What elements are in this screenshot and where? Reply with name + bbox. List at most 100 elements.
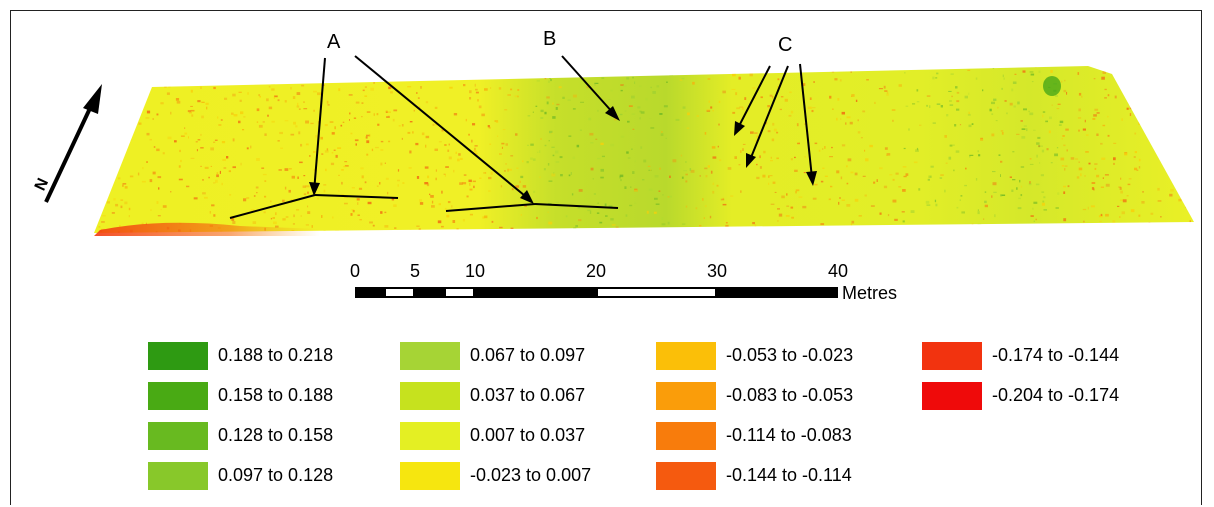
strip-texture — [326, 148, 329, 151]
strip-texture — [1026, 226, 1030, 229]
strip-texture — [703, 217, 705, 219]
strip-texture — [803, 172, 806, 174]
strip-texture — [359, 219, 362, 221]
strip-texture — [409, 121, 413, 123]
annotation-b-label: B — [543, 28, 556, 50]
strip-texture — [731, 88, 736, 90]
strip-texture — [624, 110, 627, 112]
strip-texture — [850, 171, 854, 174]
strip-texture — [264, 133, 267, 136]
strip-texture — [587, 209, 592, 212]
strip-texture — [634, 202, 637, 205]
strip-texture — [228, 170, 231, 173]
strip-texture — [324, 150, 329, 153]
legend-label: 0.128 to 0.158 — [218, 425, 334, 445]
strip-texture — [303, 175, 306, 177]
strip-texture — [263, 211, 266, 214]
strip-texture — [1028, 229, 1030, 232]
strip-texture — [631, 148, 633, 150]
strip-texture — [794, 156, 796, 159]
strip-texture — [884, 147, 888, 150]
strip-texture — [1104, 174, 1109, 176]
strip-texture — [1081, 95, 1083, 98]
strip-texture — [256, 192, 258, 194]
strip-texture — [549, 76, 551, 79]
strip-texture — [932, 76, 935, 80]
strip-texture — [807, 106, 812, 109]
strip-texture — [547, 211, 549, 213]
strip-texture — [1148, 222, 1151, 224]
strip-texture — [1033, 220, 1035, 222]
strip-texture — [1178, 144, 1183, 147]
strip-texture — [288, 189, 291, 193]
strip-texture — [386, 116, 390, 118]
strip-texture — [1057, 103, 1061, 105]
strip-texture — [482, 216, 485, 219]
strip-texture — [387, 191, 389, 195]
strip-texture — [390, 91, 393, 94]
strip-texture — [510, 155, 514, 157]
strip-texture — [784, 98, 788, 102]
strip-texture — [330, 162, 335, 166]
strip-texture — [220, 119, 223, 121]
strip-texture — [317, 197, 319, 200]
strip-texture — [315, 135, 319, 138]
strip-texture — [344, 165, 349, 167]
strip-texture — [1091, 182, 1096, 184]
strip-texture — [444, 207, 447, 210]
strip-texture — [351, 187, 355, 189]
strip-texture — [558, 86, 562, 89]
strip-texture — [1054, 153, 1058, 157]
strip-texture — [246, 83, 249, 85]
strip-texture — [780, 96, 784, 98]
strip-texture — [1016, 133, 1020, 135]
strip-texture — [472, 180, 476, 183]
strip-texture — [894, 218, 898, 221]
strip-texture — [1141, 201, 1145, 204]
strip-texture — [122, 97, 125, 100]
strip-texture — [762, 174, 766, 178]
strip-texture — [1150, 66, 1153, 68]
strip-texture — [884, 90, 888, 92]
strip-texture — [1023, 108, 1027, 111]
strip-texture — [841, 111, 845, 115]
strip-texture — [916, 147, 919, 151]
strip-texture — [472, 123, 476, 126]
strip-texture — [1011, 189, 1014, 192]
strip-texture — [771, 138, 775, 142]
strip-texture — [188, 111, 192, 114]
strip-texture — [460, 157, 463, 160]
strip-texture — [416, 231, 419, 233]
strip-texture — [164, 76, 167, 80]
strip-texture — [195, 141, 198, 143]
strip-texture — [991, 195, 993, 198]
strip-texture — [1160, 92, 1164, 94]
strip-texture — [718, 123, 720, 126]
strip-texture — [498, 87, 502, 90]
strip-texture — [271, 88, 275, 91]
scale-tick-0: 0 — [350, 261, 360, 281]
strip-texture — [549, 130, 553, 134]
strip-texture — [1137, 227, 1139, 230]
strip-texture — [905, 105, 909, 107]
strip-texture — [128, 215, 130, 218]
strip-texture — [768, 182, 770, 185]
strip-texture — [515, 185, 520, 188]
strip-texture — [725, 222, 728, 224]
strip-texture — [238, 120, 241, 124]
strip-texture — [1028, 182, 1032, 186]
strip-texture — [273, 221, 277, 225]
strip-texture — [555, 161, 560, 163]
strip-texture — [256, 108, 260, 112]
strip-texture — [735, 92, 738, 96]
strip-texture — [146, 161, 148, 163]
strip-texture — [240, 111, 244, 115]
strip-texture — [1101, 157, 1106, 160]
strip-texture — [878, 226, 881, 230]
strip-texture — [1107, 134, 1110, 137]
strip-texture — [1078, 227, 1081, 229]
strip-texture — [329, 121, 334, 123]
strip-texture — [708, 100, 710, 103]
strip-texture — [363, 74, 366, 77]
strip-texture — [892, 119, 894, 122]
